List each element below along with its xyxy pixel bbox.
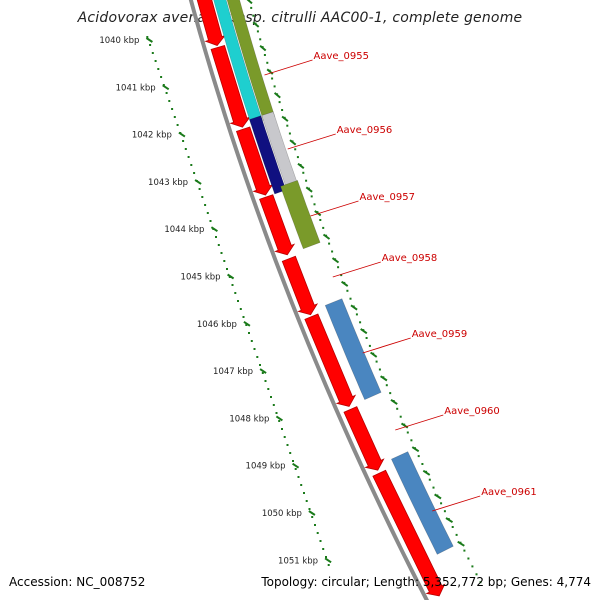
outer-tick — [273, 92, 281, 99]
gene-arrow — [372, 469, 446, 597]
callout-leader — [264, 59, 313, 76]
topology-value: circular — [321, 575, 366, 589]
outer-tick — [360, 328, 368, 335]
gene-bar — [213, 0, 263, 125]
gene-count: 4,774 — [556, 575, 591, 589]
kbp-tick — [275, 415, 283, 422]
kbp-label: 1048 kbp — [229, 414, 269, 424]
gene-label: Aave_0955 — [314, 51, 370, 62]
kbp-label: 1042 kbp — [132, 131, 172, 141]
outer-tick — [457, 540, 465, 547]
outer-tick — [331, 257, 340, 264]
kbp-tick — [178, 131, 186, 138]
gene-callouts: Aave_0955 Aave_0956 Aave_0957 Aave_0958 Aave… — [264, 51, 537, 512]
kbp-tick — [292, 462, 300, 469]
genes-prefix: ; Genes: — [503, 575, 557, 589]
outer-tick — [380, 375, 388, 382]
topology-summary: Topology: circular; Length: 5,352,772 bp… — [261, 575, 591, 589]
gene-bar — [280, 180, 321, 250]
genome-length: 5,352,772 bp — [422, 575, 503, 589]
kbp-label: 1040 kbp — [99, 36, 139, 46]
gene-arrow — [304, 313, 357, 407]
gene-label: Aave_0961 — [481, 487, 537, 498]
kbp-scale-track: 1040 kbp 1041 kbp 1042 kbp 1043 kbp 1044 kbp… — [99, 36, 332, 566]
outer-tick — [400, 422, 409, 429]
gene-arrow — [343, 406, 385, 471]
gene-bar — [324, 298, 382, 400]
gene-label: Aave_0956 — [337, 125, 393, 136]
outer-tick — [445, 517, 454, 524]
kbp-tick — [210, 226, 218, 233]
callout-leader — [395, 414, 444, 431]
gene-arrow — [259, 194, 296, 256]
kbp-label: 1044 kbp — [164, 225, 204, 235]
outer-tick — [246, 0, 253, 5]
kbp-label: 1041 kbp — [116, 83, 156, 93]
outer-tick — [370, 351, 378, 358]
kbp-tick — [308, 510, 316, 516]
callout-leader — [310, 200, 359, 217]
gene-arrow — [235, 126, 274, 196]
outer-tick — [322, 233, 331, 240]
kbp-label: 1050 kbp — [262, 509, 302, 519]
genome-title: Acidovorax avenae subsp. citrulli AAC00-… — [77, 10, 523, 26]
gene-label: Aave_0960 — [444, 406, 500, 417]
callout-leader — [287, 133, 336, 150]
kbp-tick — [145, 37, 153, 43]
gene-label: Aave_0958 — [382, 253, 438, 264]
outer-tick — [289, 139, 297, 146]
callout-leader — [432, 495, 481, 512]
kbp-label: 1047 kbp — [213, 367, 253, 377]
kbp-tick — [324, 557, 332, 564]
gene-track — [188, 0, 482, 600]
callout-leader — [362, 337, 411, 354]
outer-tick — [422, 469, 431, 476]
outer-tick — [390, 398, 398, 405]
gene-label: Aave_0957 — [360, 192, 416, 203]
kbp-label: 1045 kbp — [181, 273, 221, 283]
kbp-tick — [243, 320, 251, 327]
gene-arrow — [281, 255, 319, 316]
kbp-label: 1043 kbp — [148, 178, 188, 188]
gene-label: Aave_0959 — [412, 329, 468, 340]
outer-tick — [252, 21, 260, 28]
callout-leader — [332, 261, 381, 278]
outer-tick — [281, 115, 289, 122]
outer-tick — [341, 280, 349, 287]
kbp-tick — [259, 368, 267, 374]
length-prefix: ; Length: — [365, 575, 423, 589]
gene-arrow — [196, 0, 226, 46]
kbp-tick — [162, 84, 170, 91]
kbp-label: 1049 kbp — [246, 462, 286, 472]
outer-tick — [314, 210, 322, 217]
accession-label: Accession: NC_008752 — [9, 575, 146, 589]
gene-bar — [391, 451, 454, 555]
outer-tick — [350, 304, 358, 311]
topology-prefix: Topology: — [261, 575, 322, 589]
outer-tick — [305, 186, 313, 193]
outer-tick — [411, 446, 420, 453]
outer-tick — [297, 162, 305, 169]
gene-arrow — [210, 45, 251, 128]
kbp-tick — [227, 273, 235, 280]
outer-tick — [434, 493, 442, 500]
outer-tick — [259, 44, 267, 52]
kbp-label: 1051 kbp — [278, 556, 318, 566]
kbp-label: 1046 kbp — [197, 320, 237, 330]
kbp-tick — [194, 179, 202, 185]
outer-tick — [266, 68, 274, 75]
